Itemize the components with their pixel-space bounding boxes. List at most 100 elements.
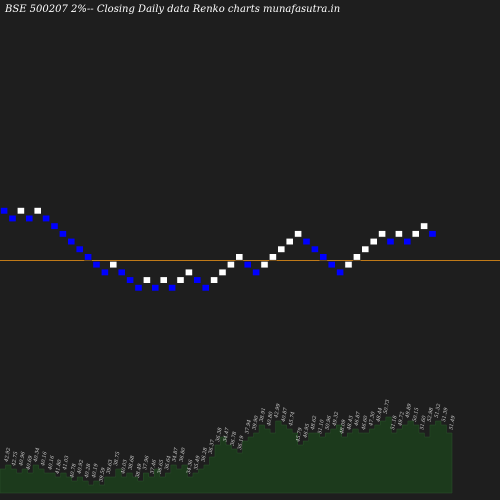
renko-brick-down (336, 268, 344, 276)
volume-value-label: 49.72 (397, 411, 406, 427)
volume-value-label: 40.16 (40, 450, 49, 467)
renko-brick-down (75, 245, 84, 253)
volume-value-label: 51.52 (434, 403, 442, 418)
volume-value-label: 34.87 (171, 446, 180, 462)
volume-value-label: 42.92 (4, 447, 13, 463)
renko-brick-down (428, 230, 437, 238)
volume-value-label: 40.34 (33, 447, 42, 463)
renko-brick-up (344, 261, 353, 269)
volume-value-label: 50.73 (383, 399, 391, 414)
volume-value-label: 34.47 (222, 426, 231, 442)
renko-brick-down (252, 268, 260, 276)
volume-value-label: 41.80 (55, 458, 64, 475)
renko-brick-down (201, 284, 210, 292)
volume-value-label: 42.99 (273, 402, 282, 419)
volume-value-label: 51.10 (317, 418, 326, 434)
renko-brick-up (159, 276, 168, 284)
volume-value-label: 39.90 (252, 414, 261, 430)
renko-brick-up (235, 253, 244, 261)
renko-brick-down (327, 261, 336, 269)
renko-brick-up (109, 261, 118, 269)
volume-value-label: 36.80 (179, 446, 188, 462)
renko-brick-up (210, 276, 218, 284)
volume-value-label: 38.49 (135, 462, 144, 478)
volume-value-label: 36.78 (230, 431, 238, 446)
renko-brick-up (218, 268, 227, 276)
volume-value-label: 49.32 (332, 411, 341, 427)
volume-value-label: 40.28 (84, 463, 93, 479)
renko-brick-up (394, 230, 403, 238)
volume-value-label: 36.28 (201, 447, 209, 462)
volume-value-label: 39.63 (106, 459, 114, 474)
volume-value-label: 42.75 (11, 451, 20, 467)
renko-brick-up (285, 238, 294, 246)
renko-brick-down (310, 245, 319, 253)
volume-value-label: 38.91 (259, 407, 267, 422)
volume-value-label: 52.98 (427, 407, 435, 422)
volume-value-label: 50.15 (412, 407, 420, 422)
renko-brick-up (260, 261, 269, 269)
volume-value-label: 48.44 (375, 407, 384, 423)
volume-value-label: 36.37 (208, 438, 217, 454)
renko-brick-down (386, 238, 395, 246)
renko-brick-up (176, 276, 185, 284)
renko-brick-down (134, 284, 143, 292)
volume-value-label: 51.39 (441, 406, 450, 422)
renko-brick-down (243, 261, 252, 269)
renko-brick-up (33, 207, 42, 215)
renko-brick-down (151, 284, 160, 292)
renko-brick-down (193, 276, 202, 284)
brick-layer (0, 207, 437, 292)
volume-value-label: 46.60 (361, 414, 370, 431)
renko-brick-down (84, 253, 92, 261)
volume-value-label: 40.80 (266, 410, 275, 427)
volume-value-label: 51.60 (419, 414, 428, 430)
renko-brick-up (420, 222, 428, 230)
renko-brick-up (277, 245, 286, 253)
volume-value-label: 45.74 (288, 411, 297, 427)
volume-value-label: 40.92 (76, 459, 85, 475)
renko-brick-down (58, 230, 67, 238)
volume-value-label: 37.46 (150, 458, 159, 474)
volume-area (0, 416, 453, 494)
renko-brick-down (67, 238, 76, 246)
renko-brick-down (302, 238, 311, 246)
renko-brick-down (42, 214, 50, 222)
volume-value-label: 36.38 (215, 427, 223, 442)
renko-brick-down (25, 214, 34, 222)
volume-value-label: 38.68 (128, 455, 136, 470)
chart-title: BSE 500207 2%-- Closing Daily data Renko… (4, 4, 340, 15)
volume-value-label: 45.79 (295, 426, 304, 443)
volume-value-label: 50.96 (324, 414, 333, 430)
renko-brick-down (92, 261, 101, 269)
volume-value-label: 40.19 (91, 462, 100, 479)
volume-value-label: 36.19 (237, 434, 246, 450)
renko-brick-up (185, 268, 193, 276)
volume-value-label: 40.78 (69, 463, 78, 479)
volume-value-label: 37.96 (142, 454, 151, 470)
volume-value-label: 40.87 (281, 406, 290, 423)
volume-value-label: 38.75 (113, 451, 121, 466)
renko-brick-down (8, 214, 17, 222)
renko-brick-up (352, 253, 361, 261)
renko-brick-up (143, 276, 151, 284)
renko-brick-up (227, 261, 235, 269)
volume-value-label: 40.96 (18, 450, 27, 467)
renko-brick-down (126, 276, 134, 284)
renko-brick-down (403, 238, 412, 246)
volume-value-label: 48.09 (339, 418, 348, 435)
volume-value-label: 46.95 (302, 423, 311, 439)
volume-value-label: 35.49 (193, 454, 202, 470)
renko-brick-down (0, 207, 8, 215)
volume-value-label: 39.59 (98, 466, 107, 482)
volume-value-label: 51.18 (390, 415, 398, 430)
volume-value-label: 37.94 (244, 419, 252, 434)
volume-value-label: 40.03 (120, 459, 129, 475)
volume-layer (0, 416, 453, 494)
volume-value-label: 36.65 (157, 459, 165, 474)
renko-brick-down (168, 284, 176, 292)
renko-brick-up (378, 230, 386, 238)
renko-brick-down (50, 222, 59, 230)
